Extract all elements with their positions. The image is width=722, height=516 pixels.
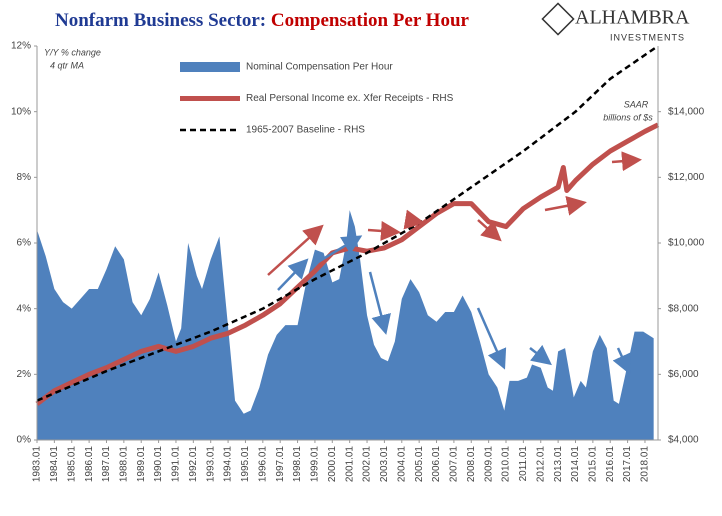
plot: 0% 2% 4% 6% 8% 10% 12% $4,000 $6,000 $8,000 $10,00…	[11, 41, 705, 483]
x-tick-label: 2007.01	[449, 446, 460, 483]
y-tick-label: 2%	[17, 369, 32, 380]
arrow	[611, 151, 642, 172]
arrow	[317, 235, 363, 264]
x-tick-label: 1991.01	[171, 446, 182, 483]
y-tick-label: 8%	[17, 172, 32, 183]
x-tick-label: 2004.01	[396, 446, 407, 483]
area-series	[37, 210, 654, 440]
arrow	[612, 347, 631, 375]
logo-name: ALHAMBRA	[575, 7, 690, 29]
x-tick-label: 2011.01	[518, 446, 529, 482]
x-tick-label: 1994.01	[223, 446, 234, 483]
chart-title: Nonfarm Business Sector: Compensation Pe…	[55, 10, 470, 31]
x-tick-label: 1983.01	[32, 446, 43, 483]
annotation: SAAR	[624, 99, 649, 109]
x-tick-label: 1998.01	[292, 446, 303, 483]
arrow	[277, 258, 309, 291]
x-tick-label: 2014.01	[570, 446, 581, 483]
y-tick-label: 6%	[17, 238, 32, 249]
y2-tick-label: $12,000	[668, 172, 705, 183]
legend-label: Real Personal Income ex. Xfer Receipts -…	[246, 93, 454, 104]
x-tick-label: 1987.01	[101, 446, 112, 483]
x-tick-label: 1984.01	[49, 446, 60, 483]
x-tick-label: 2018.01	[640, 446, 651, 483]
x-tick-label: 1995.01	[240, 446, 251, 483]
x-tick-label: 1986.01	[84, 446, 95, 483]
y-tick-label: 4%	[17, 303, 32, 314]
x-tick-label: 2001.01	[344, 446, 355, 483]
x-tick-label: 2010.01	[501, 446, 512, 483]
arrow	[267, 224, 324, 276]
logo-tagline: INVESTMENTS	[610, 32, 685, 42]
line-series	[36, 44, 659, 402]
x-tick-label: 2003.01	[379, 446, 390, 483]
x-tick-label: 2000.01	[327, 446, 338, 483]
y-tick-label: 0%	[17, 435, 32, 446]
line-series	[35, 122, 660, 406]
x-tick-label: 2005.01	[414, 446, 425, 483]
x-tick-label: 2017.01	[622, 446, 633, 483]
arrow	[367, 220, 401, 241]
x-tick-label: 2006.01	[431, 446, 442, 483]
y2-tick-label: $8,000	[668, 303, 699, 314]
x-tick-label: 1992.01	[188, 446, 199, 483]
x-tick-label: 1997.01	[275, 446, 286, 483]
title-part: Nonfarm Business Sector:	[55, 10, 266, 31]
x-tick-label: 2015.01	[588, 446, 599, 483]
y2-tick-label: $10,000	[668, 238, 705, 249]
x-tick-label: 1990.01	[153, 446, 164, 483]
annotation: Y/Y % change	[44, 47, 101, 57]
x-tick-label: 2016.01	[605, 446, 616, 483]
y2-tick-label: $6,000	[668, 369, 699, 380]
title-part: Compensation Per Hour	[271, 10, 470, 31]
arrow	[477, 219, 502, 242]
x-tick-label: 2002.01	[362, 446, 373, 483]
annotation: 4 qtr MA	[50, 60, 84, 70]
x-tick-label: 1996.01	[257, 446, 268, 483]
logo: ALHAMBRA INVESTMENTS	[541, 2, 690, 42]
x-tick-label: 1989.01	[136, 446, 147, 483]
legend-label: 1965-2007 Baseline - RHS	[246, 125, 365, 136]
x-tick-label: 2013.01	[553, 446, 564, 483]
legend-label: Nominal Compensation Per Hour	[246, 62, 393, 73]
legend-swatch	[180, 62, 240, 72]
annotation: billions of $s	[603, 112, 653, 122]
logo-mark	[541, 2, 575, 36]
y2-tick-label: $14,000	[668, 106, 705, 117]
x-tick-label: 1993.01	[205, 446, 216, 483]
x-tick-label: 1985.01	[66, 446, 77, 483]
arrow	[476, 307, 507, 370]
arrow	[529, 344, 552, 366]
y2-tick-label: $4,000	[668, 435, 699, 446]
x-tick-label: 1988.01	[118, 446, 129, 483]
arrow	[403, 209, 425, 230]
x-tick-label: 2012.01	[535, 446, 546, 483]
trend-arrows	[267, 151, 642, 375]
y-tick-label: 12%	[11, 41, 31, 52]
y-tick-label: 10%	[11, 106, 31, 117]
x-tick-label: 2008.01	[466, 446, 477, 483]
arrow	[544, 195, 587, 216]
x-tick-label: 1999.01	[310, 446, 321, 483]
arrow	[368, 271, 391, 335]
x-tick-label: 2009.01	[483, 446, 494, 483]
